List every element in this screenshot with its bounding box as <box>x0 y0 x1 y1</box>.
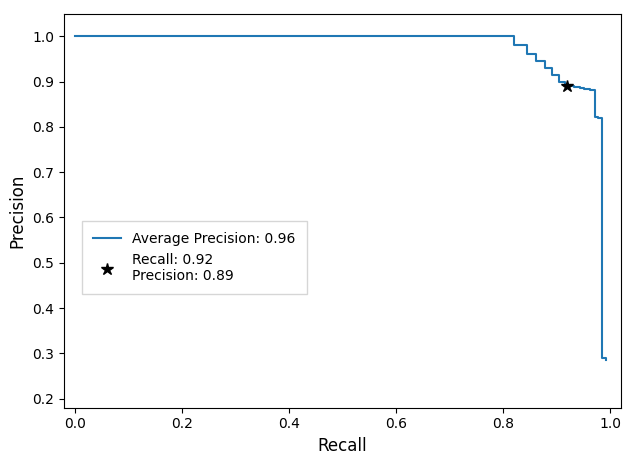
Average Precision: 0.96: (0.952, 0.886): 0.96: (0.952, 0.886) <box>580 85 588 91</box>
Average Precision: 0.96: (0.932, 0.89): 0.96: (0.932, 0.89) <box>570 83 577 89</box>
Average Precision: 0.96: (0.978, 0.821): 0.96: (0.978, 0.821) <box>595 114 602 120</box>
Average Precision: 0.96: (0.892, 0.93): 0.96: (0.892, 0.93) <box>548 65 556 71</box>
Average Precision: 0.96: (0.971, 0.882): 0.96: (0.971, 0.882) <box>591 87 598 93</box>
Average Precision: 0.96: (0.922, 0.892): 0.96: (0.922, 0.892) <box>564 82 572 88</box>
Average Precision: 0.96: (0.878, 0.945): 0.96: (0.878, 0.945) <box>541 59 548 64</box>
X-axis label: Recall: Recall <box>317 437 367 455</box>
Average Precision: 0.96: (0.932, 0.888): 0.96: (0.932, 0.888) <box>570 84 577 90</box>
Average Precision: 0.96: (0.916, 0.892): 0.96: (0.916, 0.892) <box>561 82 569 88</box>
Average Precision: 0.96: (0.8, 1): 0.96: (0.8, 1) <box>499 33 507 39</box>
Average Precision: 0.96: (0.862, 0.945): 0.96: (0.862, 0.945) <box>532 59 540 64</box>
Average Precision: 0.96: (0.905, 0.915): 0.96: (0.905, 0.915) <box>556 72 563 77</box>
Average Precision: 0.96: (0.984, 0.29): 0.96: (0.984, 0.29) <box>598 355 605 360</box>
Average Precision: 0.96: (0.962, 0.884): 0.96: (0.962, 0.884) <box>586 86 593 92</box>
Average Precision: 0.96: (0.845, 0.98): 0.96: (0.845, 0.98) <box>524 43 531 48</box>
Average Precision: 0.96: (0.845, 0.96): 0.96: (0.845, 0.96) <box>524 52 531 57</box>
Average Precision: 0.96: (0.952, 0.884): 0.96: (0.952, 0.884) <box>580 86 588 92</box>
Average Precision: 0.96: (0, 1): 0.96: (0, 1) <box>71 33 79 39</box>
Average Precision: 0.96: (0.992, 0.285): 0.96: (0.992, 0.285) <box>602 357 610 363</box>
Average Precision: 0.96: (0.916, 0.9): 0.96: (0.916, 0.9) <box>561 79 569 84</box>
Average Precision: 0.96: (0.962, 0.882): 0.96: (0.962, 0.882) <box>586 87 593 93</box>
Legend: Average Precision: 0.96, Recall: 0.92
Precision: 0.89: Average Precision: 0.96, Recall: 0.92 Pr… <box>82 221 307 294</box>
Average Precision: 0.96: (0.922, 0.89): 0.96: (0.922, 0.89) <box>564 83 572 89</box>
Average Precision: 0.96: (0.971, 0.821): 0.96: (0.971, 0.821) <box>591 114 598 120</box>
Average Precision: 0.96: (0.992, 0.29): 0.96: (0.992, 0.29) <box>602 355 610 360</box>
Average Precision: 0.96: (0.862, 0.96): 0.96: (0.862, 0.96) <box>532 52 540 57</box>
Average Precision: 0.96: (0.943, 0.886): 0.96: (0.943, 0.886) <box>576 85 584 91</box>
Average Precision: 0.96: (0.943, 0.888): 0.96: (0.943, 0.888) <box>576 84 584 90</box>
Line: Average Precision: 0.96: Average Precision: 0.96 <box>75 36 606 360</box>
Average Precision: 0.96: (0.8, 1): 0.96: (0.8, 1) <box>499 33 507 39</box>
Average Precision: 0.96: (0.82, 1): 0.96: (0.82, 1) <box>510 33 518 39</box>
Average Precision: 0.96: (0.978, 0.82): 0.96: (0.978, 0.82) <box>595 115 602 120</box>
Average Precision: 0.96: (0.878, 0.93): 0.96: (0.878, 0.93) <box>541 65 548 71</box>
Y-axis label: Precision: Precision <box>9 174 27 248</box>
Average Precision: 0.96: (0.905, 0.9): 0.96: (0.905, 0.9) <box>556 79 563 84</box>
Average Precision: 0.96: (0.892, 0.915): 0.96: (0.892, 0.915) <box>548 72 556 77</box>
Average Precision: 0.96: (0.984, 0.82): 0.96: (0.984, 0.82) <box>598 115 605 120</box>
Average Precision: 0.96: (0.82, 0.98): 0.96: (0.82, 0.98) <box>510 43 518 48</box>
